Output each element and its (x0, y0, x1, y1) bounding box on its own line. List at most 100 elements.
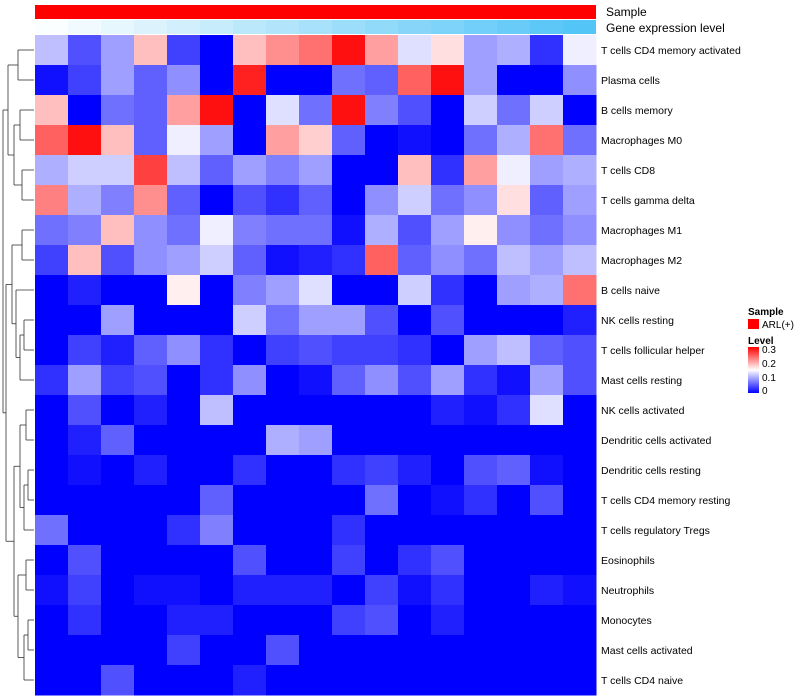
gene-expression-track-cell (464, 20, 497, 34)
heatmap-cell (200, 455, 234, 486)
gene-expression-track-label: Gene expression level (606, 21, 725, 35)
heatmap-cell (497, 605, 531, 636)
heatmap-cell (299, 305, 333, 336)
heatmap-cell (68, 185, 102, 216)
row-label: T cells CD4 naive (601, 675, 683, 687)
heatmap-cell (266, 665, 300, 696)
heatmap-cell (563, 455, 597, 486)
heatmap-cell (266, 485, 300, 516)
heatmap-cell (530, 425, 564, 456)
gene-expression-track-cell (398, 20, 431, 34)
heatmap-cell (299, 575, 333, 606)
heatmap-cell (266, 575, 300, 606)
heatmap-cell (398, 395, 432, 426)
heatmap-cell (398, 335, 432, 366)
heatmap-cell (464, 245, 498, 276)
row-label: Monocytes (601, 615, 652, 627)
gene-expression-track-cell (299, 20, 332, 34)
heatmap-cell (431, 245, 465, 276)
heatmap-cell (233, 575, 267, 606)
heatmap-cell (332, 185, 366, 216)
heatmap-cell (35, 35, 69, 66)
heatmap-cell (431, 605, 465, 636)
heatmap-cell (563, 125, 597, 156)
heatmap-cell (332, 245, 366, 276)
row-label: Mast cells resting (601, 375, 682, 387)
heatmap-cell (563, 215, 597, 246)
heatmap-cell (134, 155, 168, 186)
heatmap-cell (431, 545, 465, 576)
heatmap-cell (530, 65, 564, 96)
heatmap-cell (167, 245, 201, 276)
heatmap-cell (530, 545, 564, 576)
heatmap-cell (398, 365, 432, 396)
heatmap-cell (101, 635, 135, 666)
heatmap-cell (233, 605, 267, 636)
heatmap-cell (464, 125, 498, 156)
legend-color-bar (748, 347, 759, 393)
heatmap-cell (299, 545, 333, 576)
heatmap-cell (68, 365, 102, 396)
heatmap-cell (299, 275, 333, 306)
heatmap-cell (563, 155, 597, 186)
heatmap-cell (101, 125, 135, 156)
legend-tick-0: 0 (762, 386, 768, 397)
legend-level-title: Level (748, 336, 774, 347)
heatmap-cell (101, 35, 135, 66)
heatmap-cell (266, 245, 300, 276)
legend-sample-entry: ARL(+) (762, 320, 794, 331)
heatmap-cell (134, 305, 168, 336)
heatmap-cell (497, 515, 531, 546)
heatmap-cell (332, 275, 366, 306)
heatmap-cell (464, 365, 498, 396)
heatmap-cell (464, 395, 498, 426)
sample-track-cell (497, 5, 530, 19)
heatmap-cell (563, 395, 597, 426)
row-label: NK cells activated (601, 405, 685, 417)
heatmap-cell (530, 245, 564, 276)
heatmap-cell (332, 125, 366, 156)
heatmap-cell (134, 335, 168, 366)
heatmap-cell (200, 575, 234, 606)
heatmap-cell (563, 95, 597, 126)
heatmap-cell (200, 545, 234, 576)
heatmap-cell (299, 35, 333, 66)
heatmap-cell (68, 575, 102, 606)
heatmap-cell (35, 275, 69, 306)
heatmap-cell (233, 305, 267, 336)
heatmap-cell (497, 155, 531, 186)
heatmap-cell (68, 95, 102, 126)
heatmap-cell (497, 125, 531, 156)
heatmap-cell (431, 95, 465, 126)
heatmap-cell (365, 485, 399, 516)
heatmap-cell (398, 185, 432, 216)
heatmap-cell (68, 65, 102, 96)
heatmap-cell (530, 485, 564, 516)
heatmap-cell (101, 545, 135, 576)
heatmap-cell (299, 125, 333, 156)
heatmap-cell (530, 155, 564, 186)
heatmap-cell (365, 575, 399, 606)
heatmap-cell (167, 665, 201, 696)
heatmap-cell (35, 635, 69, 666)
heatmap-cell (365, 185, 399, 216)
legend-tick-0.1: 0.1 (762, 373, 776, 384)
heatmap-cell (134, 275, 168, 306)
heatmap-cell (134, 95, 168, 126)
heatmap-cell (101, 305, 135, 336)
heatmap-cell (398, 515, 432, 546)
heatmap-cell (431, 455, 465, 486)
heatmap-cell (134, 545, 168, 576)
heatmap-cell (167, 185, 201, 216)
heatmap-cell (101, 455, 135, 486)
heatmap-cell (266, 35, 300, 66)
heatmap-cell (332, 485, 366, 516)
heatmap-cell (431, 635, 465, 666)
row-label: B cells memory (601, 105, 674, 117)
heatmap-cell (35, 605, 69, 636)
heatmap-cell (464, 515, 498, 546)
legend-tick-0.3: 0.3 (762, 345, 776, 356)
heatmap-cell (233, 425, 267, 456)
heatmap-cell (563, 545, 597, 576)
